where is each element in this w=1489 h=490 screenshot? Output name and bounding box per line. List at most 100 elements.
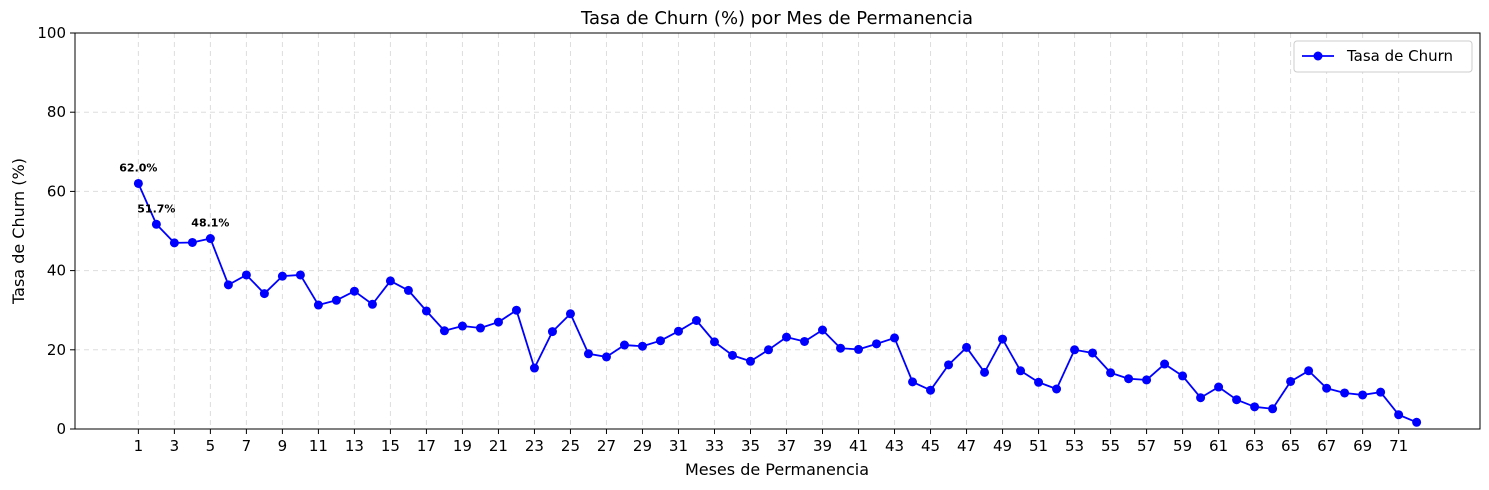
data-point <box>277 271 287 281</box>
data-point <box>1160 359 1170 369</box>
data-point <box>1052 384 1062 394</box>
x-tick-label: 13 <box>345 437 364 455</box>
data-label: 62.0% <box>119 161 157 174</box>
data-point <box>295 270 305 280</box>
data-point <box>926 385 936 395</box>
x-axis-ticks: 1 3 5 7 9 11 13 15 17 19 21 23 25 27 29 31 33 35 37 39 41 43 4… <box>134 429 1408 455</box>
data-point <box>1142 375 1152 385</box>
data-point <box>908 377 918 387</box>
x-tick-label: 5 <box>206 437 216 455</box>
y-axis-ticks: 0 20 40 60 80 100 <box>37 24 75 438</box>
data-point <box>818 325 828 335</box>
x-tick-label: 25 <box>561 437 580 455</box>
data-point <box>169 238 179 248</box>
plot-frame <box>74 32 1481 430</box>
data-point <box>727 350 737 360</box>
data-point <box>151 219 161 229</box>
data-point <box>1232 395 1242 405</box>
x-tick-label: 9 <box>278 437 288 455</box>
data-point <box>421 306 431 316</box>
data-point <box>1412 417 1422 427</box>
x-tick-label: 39 <box>813 437 832 455</box>
annotation-layer: 62.0% 51.7% 48.1% <box>119 161 229 229</box>
data-point <box>1214 382 1224 392</box>
y-axis-label: Tasa de Churn (%) <box>9 158 28 305</box>
y-tick-label: 0 <box>56 420 66 438</box>
data-point <box>475 323 485 333</box>
x-axis-label: Meses de Permanencia <box>685 460 869 479</box>
data-point <box>313 300 323 310</box>
data-point <box>259 289 269 299</box>
data-point <box>637 341 647 351</box>
x-tick-label: 3 <box>170 437 180 455</box>
data-point <box>223 280 233 290</box>
x-tick-label: 71 <box>1389 437 1408 455</box>
x-tick-label: 27 <box>597 437 616 455</box>
data-point <box>493 317 503 327</box>
y-tick-label: 60 <box>47 182 66 200</box>
x-tick-label: 45 <box>921 437 940 455</box>
data-point <box>944 360 954 370</box>
data-point <box>601 352 611 362</box>
x-tick-label: 55 <box>1101 437 1120 455</box>
y-tick-label: 20 <box>47 341 66 359</box>
data-point <box>1250 402 1260 412</box>
y-tick-label: 80 <box>47 103 66 121</box>
data-point <box>133 178 143 188</box>
data-point <box>782 332 792 342</box>
y-tick-label: 100 <box>37 24 66 42</box>
legend-marker-swatch <box>1313 51 1323 61</box>
x-tick-label: 43 <box>885 437 904 455</box>
data-point <box>367 299 377 309</box>
data-point <box>331 295 341 305</box>
data-point <box>745 356 755 366</box>
data-point <box>583 349 593 359</box>
data-point <box>1304 366 1314 376</box>
x-tick-label: 23 <box>525 437 544 455</box>
x-tick-label: 7 <box>242 437 252 455</box>
data-point <box>205 234 215 244</box>
x-tick-label: 35 <box>741 437 760 455</box>
data-point <box>1178 371 1188 381</box>
data-point <box>890 333 900 343</box>
data-point <box>457 321 467 331</box>
data-point <box>1286 376 1296 386</box>
data-label: 51.7% <box>137 202 175 215</box>
data-point <box>763 345 773 355</box>
x-tick-label: 57 <box>1137 437 1156 455</box>
data-point <box>1322 383 1332 393</box>
data-point <box>836 343 846 353</box>
x-tick-label: 41 <box>849 437 868 455</box>
data-point <box>800 336 810 346</box>
x-tick-label: 53 <box>1065 437 1084 455</box>
x-tick-label: 63 <box>1245 437 1264 455</box>
data-point <box>1268 404 1278 414</box>
data-point <box>529 363 539 373</box>
x-tick-label: 61 <box>1209 437 1228 455</box>
x-tick-label: 59 <box>1173 437 1192 455</box>
data-label: 48.1% <box>191 217 229 230</box>
x-tick-label: 51 <box>1029 437 1048 455</box>
x-tick-label: 67 <box>1317 437 1336 455</box>
data-point <box>547 327 557 337</box>
data-point <box>872 339 882 349</box>
data-point <box>1124 374 1134 384</box>
data-point <box>1016 366 1026 376</box>
x-tick-label: 29 <box>633 437 652 455</box>
data-point <box>511 305 521 315</box>
data-point <box>1340 388 1350 398</box>
legend-box <box>1293 40 1473 73</box>
x-tick-label: 17 <box>417 437 436 455</box>
x-tick-label: 11 <box>309 437 328 455</box>
data-point <box>691 315 701 325</box>
x-tick-label: 15 <box>381 437 400 455</box>
data-point <box>619 340 629 350</box>
data-point <box>349 286 359 296</box>
x-tick-label: 37 <box>777 437 796 455</box>
legend-label: Tasa de Churn <box>1346 47 1453 65</box>
x-tick-label: 21 <box>489 437 508 455</box>
data-point <box>385 276 395 286</box>
x-tick-label: 47 <box>957 437 976 455</box>
